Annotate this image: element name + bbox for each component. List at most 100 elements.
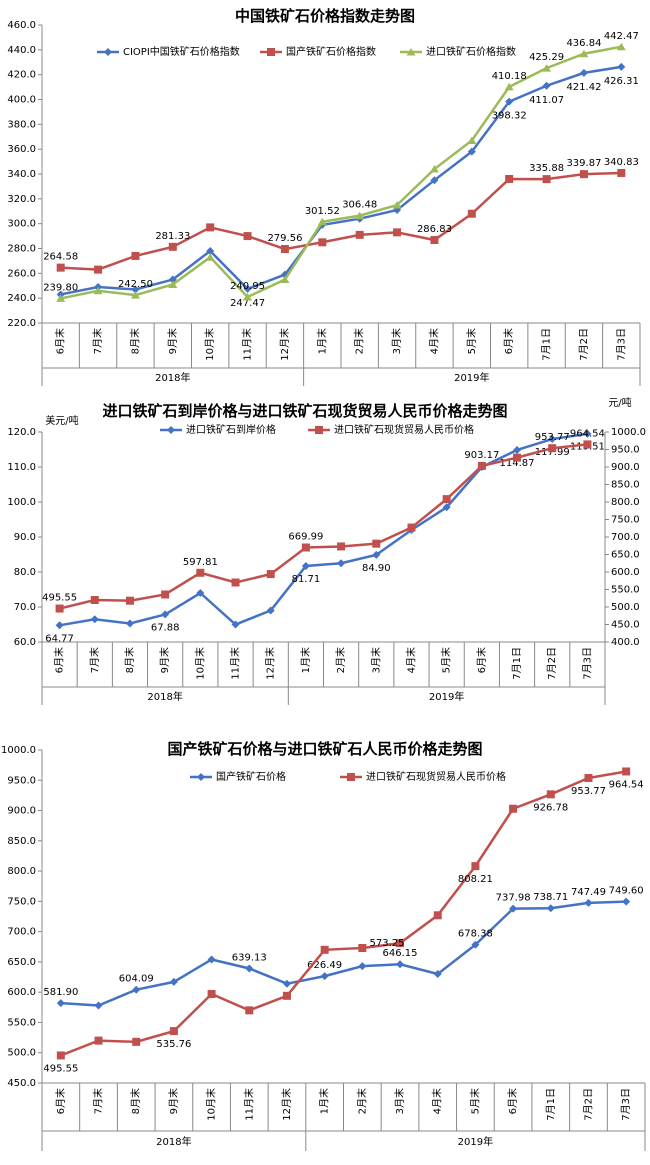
data-label: 340.83 [604,157,639,168]
x-tick-label: 7月2日 [546,647,558,680]
series-line [59,443,588,610]
marker [317,217,327,226]
marker [161,610,170,619]
data-label: 808.21 [458,874,493,885]
marker [90,615,99,624]
y2-tick-label: 700.0 [611,532,640,543]
y-tick-label: 950.0 [7,775,36,786]
x-tick-label: 3月末 [369,647,382,673]
series-line [60,900,627,1007]
marker [433,970,442,979]
data-label: 442.47 [604,31,639,42]
legend-label: 进口铁矿石现货贸易人民币价格 [334,423,474,436]
data-label: 604.09 [119,974,154,985]
group-label: 2018年 [147,690,182,703]
marker [131,285,140,294]
marker [55,604,64,613]
x-tick-label: 8月末 [129,1088,142,1114]
data-label: 678.38 [458,929,493,940]
x-tick-label: 12月末 [280,1088,293,1121]
data-label: 639.13 [232,952,267,963]
y-tick-label: 240.0 [7,293,36,304]
marker [393,228,402,237]
x-tick-label: 9月末 [166,328,179,354]
group-label: 2019年 [454,371,489,384]
marker [231,578,240,587]
marker [546,904,555,913]
y-tick-label: 100.0 [7,497,36,508]
marker [583,429,592,438]
marker [429,165,439,173]
legend-label: CIOPI中国铁矿石价格指数 [123,45,240,58]
y-tick-label: 1000.0 [1,745,36,756]
x-tick-label: 7月2日 [578,328,590,361]
data-label: 964.54 [609,779,644,790]
data-label: 67.88 [151,622,180,633]
data-label: 669.99 [288,532,323,543]
marker [125,596,134,605]
data-label: 903.17 [464,450,499,461]
marker [442,503,451,512]
marker [56,294,66,302]
marker [504,82,514,91]
marker [579,170,588,179]
marker [513,445,522,454]
marker [196,589,205,597]
legend-label: 国产铁矿石价格 [216,770,286,783]
x-tick-label: 5月末 [440,647,453,673]
marker [622,897,631,906]
data-label: 264.58 [43,252,78,263]
marker [104,48,112,56]
marker [406,48,416,56]
group-label: 2019年 [458,1135,493,1148]
data-label: 426.31 [604,76,639,87]
legend-label: 进口铁矿石到岸价格 [186,423,276,436]
marker [90,596,99,604]
data-label: 926.78 [533,802,568,813]
data-label: 646.15 [383,948,418,959]
marker [161,590,170,599]
marker [505,174,514,183]
y2-tick-label: 1000.0 [611,427,646,438]
marker [93,286,103,295]
marker [477,461,486,470]
x-tick-label: 6月末 [54,328,67,354]
y2-tick-label: 600.0 [611,567,640,578]
x-tick-label: 12月末 [278,328,291,361]
y2-tick-label: 850.0 [611,480,640,491]
marker [337,559,346,568]
x-tick-label: 5月末 [468,1088,481,1114]
y-tick-label: 360.0 [7,144,36,155]
marker [372,539,381,548]
marker [622,767,631,776]
group-label: 2018年 [155,371,190,384]
marker [267,48,275,56]
legend-label: 进口铁矿石价格指数 [426,45,516,58]
marker [467,209,476,218]
data-label: 581.90 [43,987,78,998]
data-label: 425.29 [529,52,564,63]
y2-tick-label: 550.0 [611,585,640,596]
marker [471,940,480,949]
marker [372,550,381,559]
marker [245,964,254,973]
marker [167,426,175,434]
marker [542,175,551,184]
group-label: 2018年 [156,1135,191,1148]
y-tick-label: 280.0 [7,244,36,255]
y-tick-label: 650.0 [7,957,36,968]
y-tick-label: 600.0 [7,987,36,998]
x-tick-label: 3月末 [390,328,403,354]
data-label: 117.99 [535,447,570,458]
x-tick-label: 6月末 [506,1088,519,1114]
x-tick-label: 11月末 [241,328,254,361]
y2-tick-label: 750.0 [611,515,640,526]
marker [358,962,367,971]
marker [430,236,439,245]
marker [579,49,589,58]
x-tick-label: 1月末 [315,328,328,354]
marker [206,223,215,232]
chart-title: 进口铁矿石到岸价格与进口铁矿石现货贸易人民币价格走势图 [102,402,507,420]
marker [392,201,402,209]
